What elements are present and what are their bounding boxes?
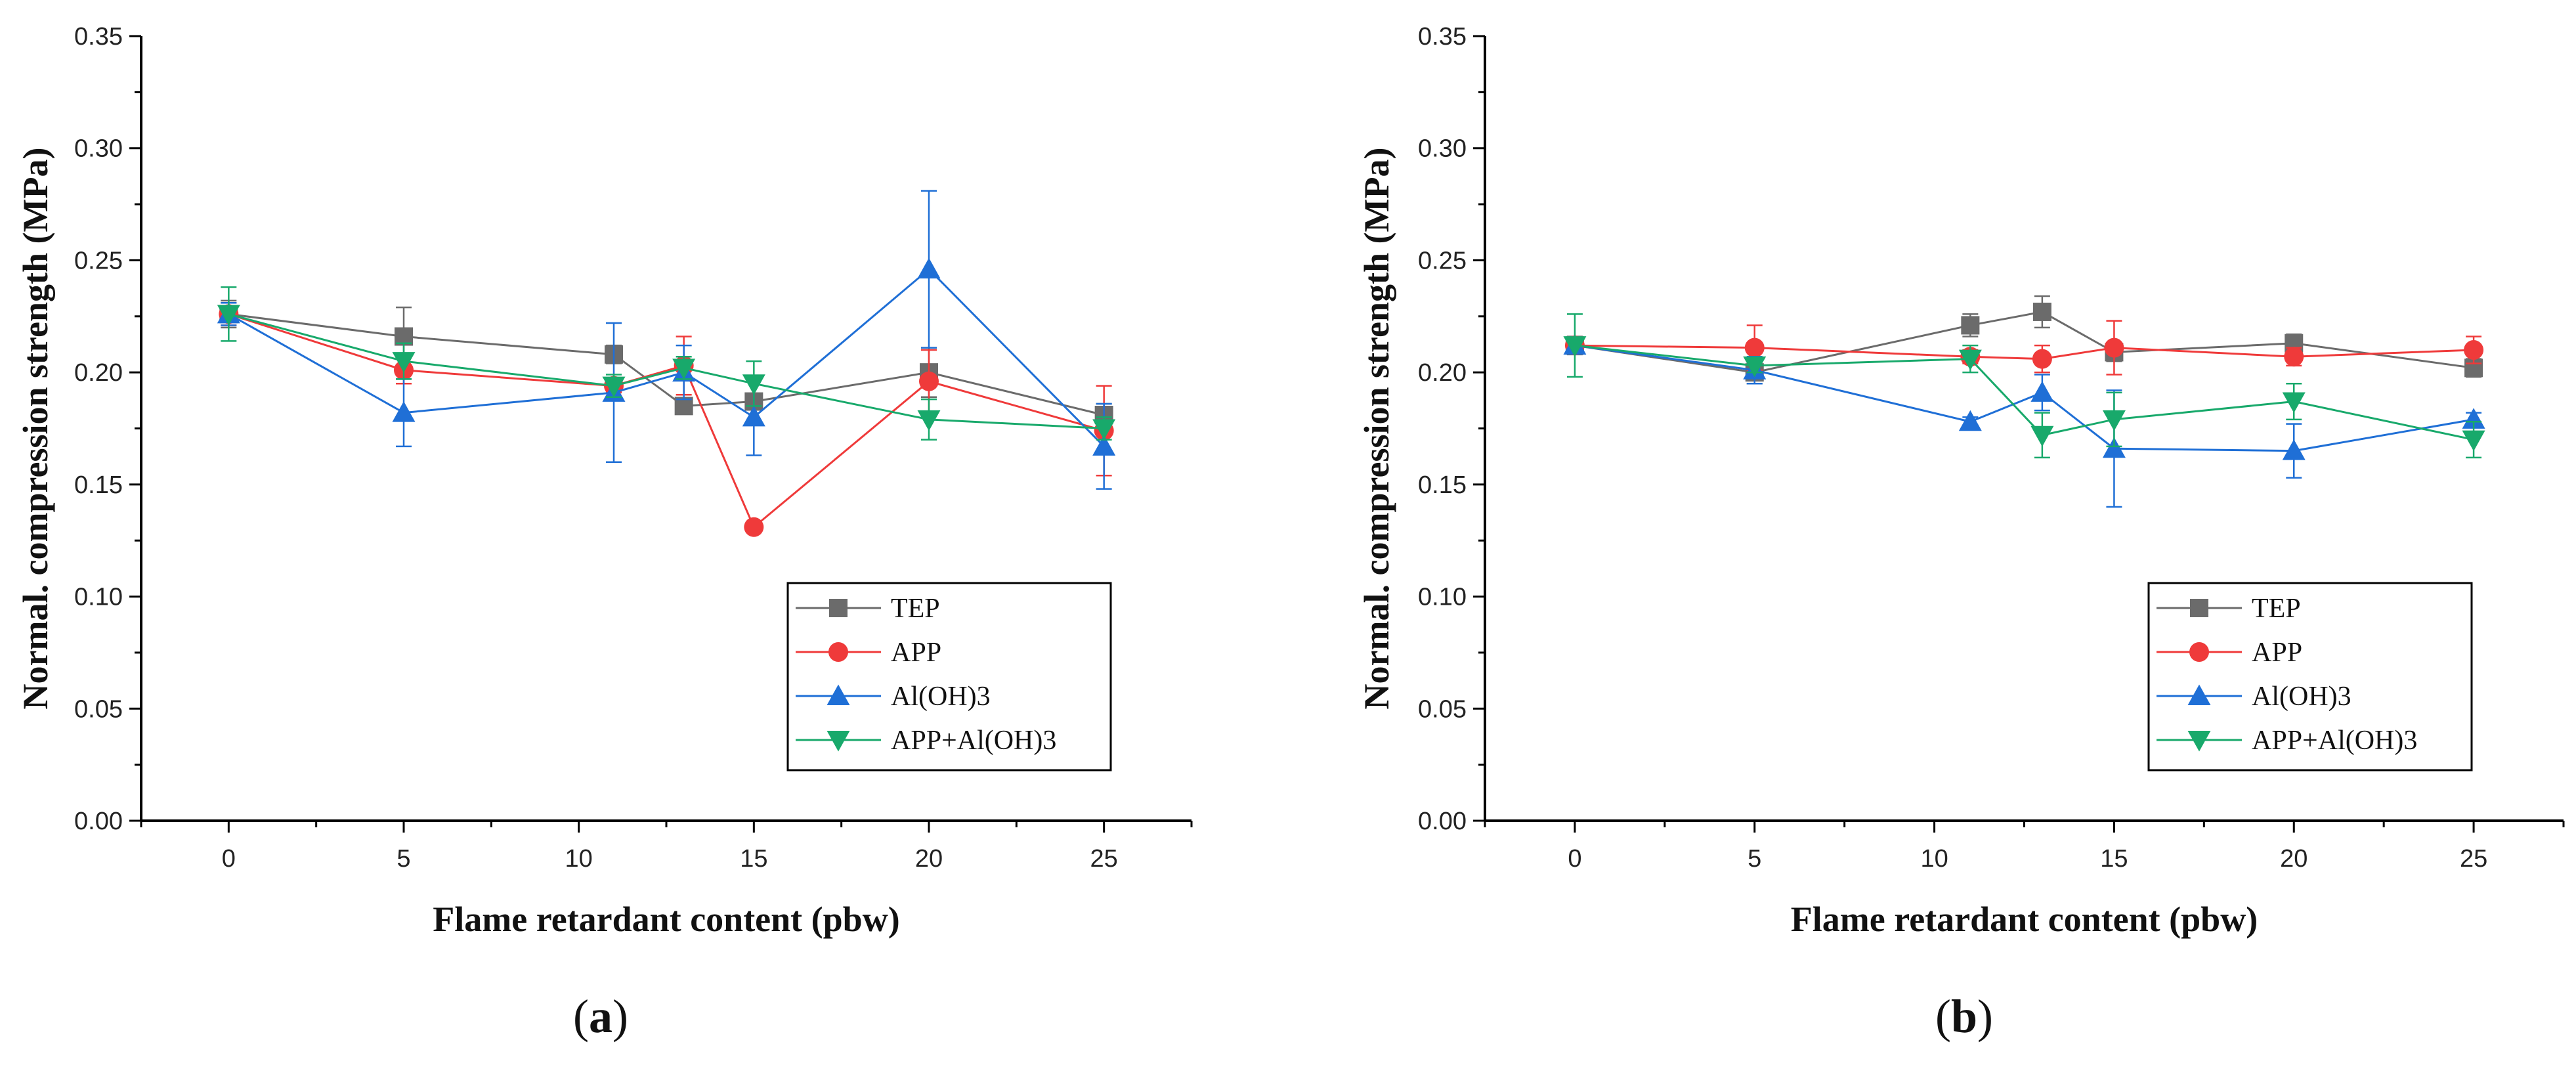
x-tick-label: 20 [915,845,943,873]
x-tick-label: 0 [1568,845,1581,873]
x-tick-label: 25 [2460,845,2487,873]
y-axis-title: Normal. compression strength (MPa) [1357,148,1396,710]
data-point [392,352,416,373]
data-point [917,257,941,279]
y-tick-label: 0.10 [1418,584,1467,611]
y-tick-label: 0.30 [74,135,123,163]
y-tick-label: 0.25 [74,247,123,274]
data-point [742,374,765,395]
legend-marker [826,731,850,752]
legend-marker [829,599,848,617]
x-tick-label: 20 [2280,845,2308,873]
data-point [2030,381,2054,402]
data-point [917,410,941,431]
data-point [1092,435,1116,456]
legend-label: Al(OH)3 [2252,682,2351,712]
data-point [217,305,240,326]
chart-panel-a: 0.00 0.05 0.10 0.15 0.20 0.25 0.30 0.35 0 5 10 15 20… [16,23,1193,939]
series-line [228,313,1105,529]
y-tick-label: 0.25 [1418,247,1467,274]
legend-label: APP+Al(OH)3 [2252,726,2417,756]
x-tick-label: 10 [1920,845,1948,873]
data-point [1092,419,1116,440]
data-point [672,359,696,380]
data-point [2464,340,2484,360]
data-point [2462,408,2485,429]
y-tick-label: 0.30 [1418,135,1467,163]
legend-label: APP [891,638,941,668]
data-point [919,371,939,391]
x-tick-label: 0 [222,845,236,873]
data-point [2030,425,2054,447]
legend-label: TEP [891,594,940,624]
data-point [2282,392,2306,414]
y-tick-label: 0.20 [1418,359,1467,387]
data-point [2102,437,2126,458]
series-APP+Al(OH)3 [217,286,1116,441]
y-tick-label: 0.15 [1418,471,1467,499]
y-tick-label: 0.20 [74,359,123,387]
data-point [742,405,765,427]
series-APP [219,302,1114,537]
x-tick-label: 15 [740,845,767,873]
legend-marker [2187,684,2211,705]
panel-label-b: (b) [1935,990,1993,1043]
y-tick-label: 0.15 [74,471,123,499]
legend: TEP APP Al(OH)3 APP+Al(OH)3 [786,582,1112,772]
legend: TEP APP Al(OH)3 APP+Al(OH)3 [2147,582,2473,772]
data-point [2032,302,2051,321]
legend-label: TEP [2252,594,2301,624]
y-tick-label: 0.00 [74,808,123,835]
x-tick-label: 15 [2100,845,2128,873]
x-axis-title: Flame retardant content (pbw) [433,900,899,939]
y-axis-title: Normal. compression strength (MPa) [16,148,55,710]
legend-label: APP+Al(OH)3 [891,726,1056,756]
data-point [1961,316,1980,335]
x-tick-label: 5 [1748,845,1761,873]
series-APP+Al(OH)3 [1563,313,2485,459]
data-point [744,517,764,537]
data-point [2284,347,2304,367]
chart-panel-b: 0.00 0.05 0.10 0.15 0.20 0.25 0.30 0.35 0 5 10 15 20… [1357,23,2565,939]
legend-label: Al(OH)3 [891,682,991,712]
x-tick-label: 25 [1090,845,1118,873]
data-point [1744,337,1765,358]
series-Al(OH)3 [217,190,1116,490]
data-point [1958,349,1982,371]
legend-marker [826,684,850,705]
y-tick-label: 0.05 [74,695,123,723]
y-tick-label: 0.35 [1418,23,1467,51]
y-tick-label: 0.05 [1418,695,1467,723]
data-point [1563,336,1587,357]
legend-label: APP [2252,638,2302,668]
y-tick-label: 0.00 [1418,808,1467,835]
data-point [2282,439,2306,460]
legend-marker [2189,642,2209,662]
series-APP [1564,320,2484,376]
data-point [2104,337,2124,358]
legend-marker [828,642,848,662]
data-point [1743,356,1767,378]
data-point [602,376,626,398]
series-line [228,313,1105,416]
data-point [1958,410,1982,431]
data-point [2102,410,2126,431]
x-tick-label: 5 [397,845,410,873]
legend-marker [2190,599,2208,617]
data-point [2032,349,2052,369]
panel-label-a: (a) [573,990,628,1043]
series-line [1574,344,2474,360]
series-line [1574,344,2474,441]
legend-marker [2187,731,2211,752]
x-tick-label: 10 [565,845,593,873]
series-TEP [1565,295,2483,385]
x-axis-title: Flame retardant content (pbw) [1791,900,2258,939]
data-point [2462,430,2485,452]
data-point [392,401,416,422]
y-tick-label: 0.10 [74,584,123,611]
series-line [228,268,1105,447]
y-tick-label: 0.35 [74,23,123,51]
